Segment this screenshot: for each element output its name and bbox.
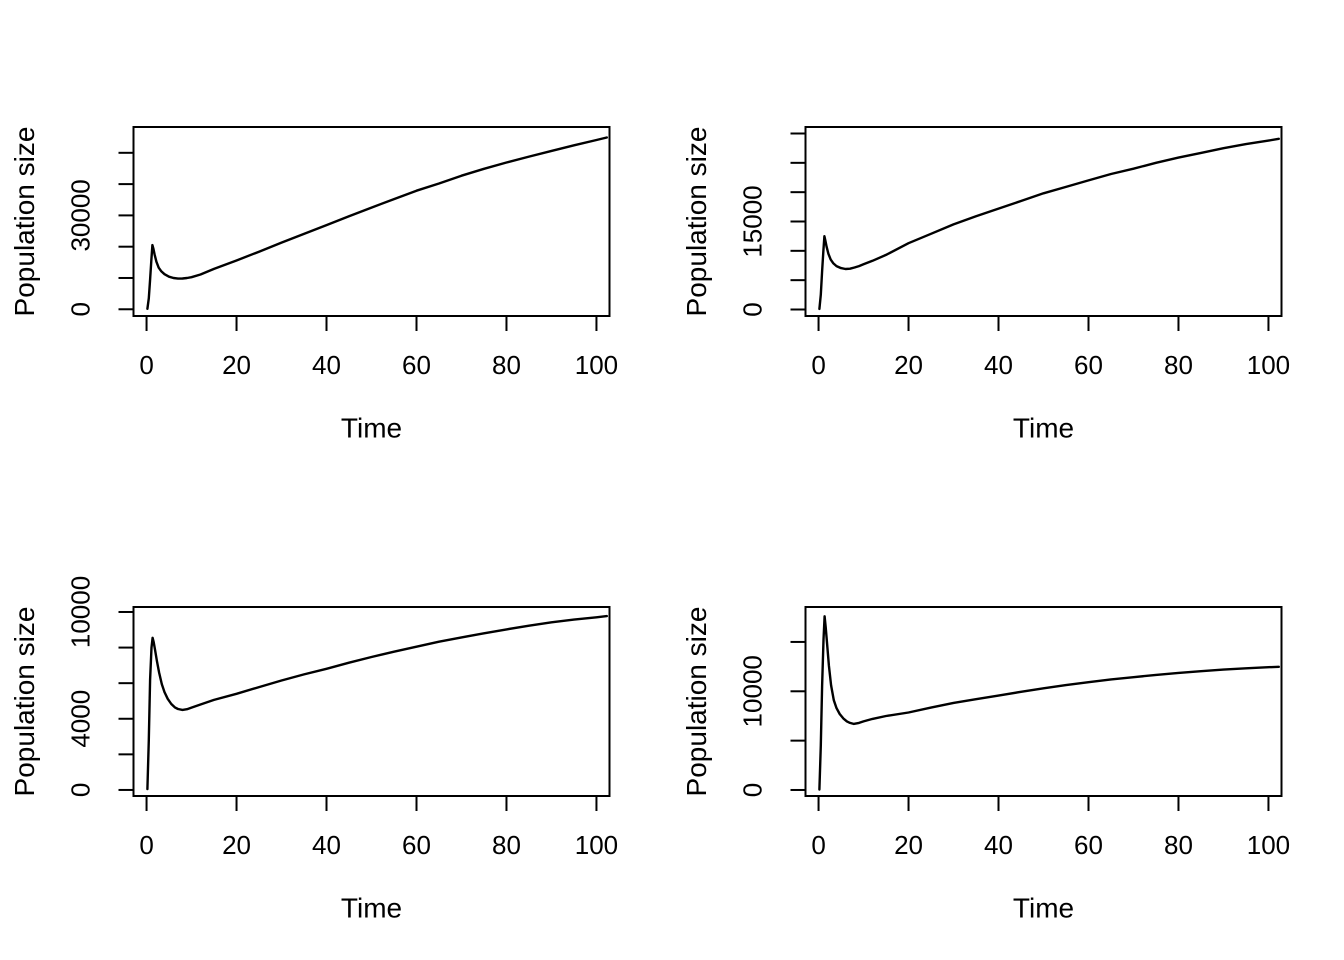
plot-box: [804, 126, 1283, 317]
x-tick-label: 0: [811, 350, 825, 380]
x-tick-label: 60: [402, 830, 431, 860]
plot-box: [804, 606, 1283, 797]
x-tick-label: 40: [984, 830, 1013, 860]
x-tick-label: 40: [312, 830, 341, 860]
population-curve: [818, 137, 1280, 311]
x-tick-label: 60: [1074, 350, 1103, 380]
population-curve: [818, 615, 1280, 791]
x-tick-label: 0: [811, 830, 825, 860]
y-axis-title: Population size: [681, 607, 712, 797]
y-tick-label: 0: [738, 302, 768, 316]
population-curve: [146, 136, 608, 310]
y-tick-label: 10000: [66, 576, 96, 648]
plot-box: [132, 126, 611, 317]
y-tick-label: 4000: [66, 690, 96, 748]
x-axis-title: Time: [1013, 893, 1074, 924]
panel-bottom-right: 0 20 40 60 80 100 0 10000 Time Population size: [681, 606, 1290, 924]
y-tick-label: 15000: [738, 185, 768, 257]
x-tick-label: 0: [139, 830, 153, 860]
plot-box: [132, 606, 611, 797]
x-tick-label: 100: [1247, 830, 1290, 860]
y-axis-title: Population size: [9, 127, 40, 317]
x-tick-label: 20: [894, 830, 923, 860]
x-tick-label: 20: [222, 350, 251, 380]
x-tick-label: 100: [575, 350, 618, 380]
y-tick-label: 0: [66, 302, 96, 316]
x-tick-label: 40: [984, 350, 1013, 380]
x-tick-label: 20: [222, 830, 251, 860]
y-tick-label: 30000: [66, 179, 96, 251]
population-curve: [146, 614, 608, 791]
x-tick-label: 0: [139, 350, 153, 380]
x-tick-label: 60: [402, 350, 431, 380]
y-axis-title: Population size: [9, 607, 40, 797]
y-tick-label: 0: [66, 783, 96, 797]
y-tick-label: 10000: [738, 655, 768, 727]
x-tick-label: 100: [1247, 350, 1290, 380]
x-tick-label: 20: [894, 350, 923, 380]
x-axis-title: Time: [341, 893, 402, 924]
x-tick-label: 80: [492, 830, 521, 860]
y-axis-title: Population size: [681, 127, 712, 317]
x-tick-label: 100: [575, 830, 618, 860]
x-axis-title: Time: [341, 413, 402, 444]
x-tick-label: 60: [1074, 830, 1103, 860]
x-axis-title: Time: [1013, 413, 1074, 444]
x-tick-label: 80: [492, 350, 521, 380]
x-tick-label: 80: [1164, 350, 1193, 380]
panel-top-right: 0 20 40 60 80 100 0 15000 Time Population size: [681, 126, 1290, 444]
panel-bottom-left: 0 20 40 60 80 100 0 4000 10000 Time Population siz…: [9, 576, 618, 924]
x-tick-label: 40: [312, 350, 341, 380]
y-tick-label: 0: [738, 783, 768, 797]
panel-top-left: 0 20 40 60 80 100 0 30000 Time Population size: [9, 126, 618, 444]
x-tick-label: 80: [1164, 830, 1193, 860]
